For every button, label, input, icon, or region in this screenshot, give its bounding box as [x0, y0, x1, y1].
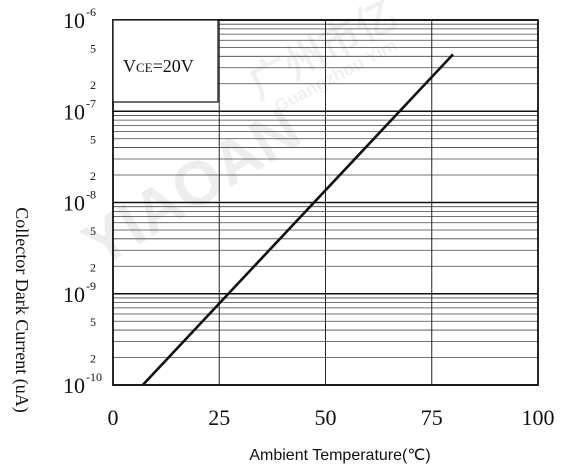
y-tick-exponent: -6 — [86, 5, 96, 19]
y-tick-exponent: -9 — [86, 279, 96, 293]
y-tick-label: 10 — [63, 8, 85, 33]
y-minor-label: 5 — [90, 315, 96, 329]
y-minor-label: 2 — [90, 169, 96, 183]
y-minor-label: 5 — [90, 133, 96, 147]
y-tick-label: 10 — [63, 191, 85, 216]
y-tick-label: 10 — [63, 99, 85, 124]
x-tick-label: 100 — [522, 405, 555, 430]
series-line — [141, 53, 454, 386]
y-minor-label: 2 — [90, 352, 96, 366]
y-tick-label: 10 — [63, 373, 85, 398]
x-tick-label: 75 — [421, 405, 443, 430]
annotation-box: VCE=20V — [112, 19, 219, 103]
y-minor-label: 5 — [90, 224, 96, 238]
y-tick-label: 10 — [63, 282, 85, 307]
x-tick-label: 0 — [108, 405, 119, 430]
x-axis-label: Ambient Temperature(℃) — [249, 447, 430, 464]
y-tick-exponent: -8 — [86, 188, 96, 202]
y-minor-label: 2 — [90, 260, 96, 274]
grid — [112, 19, 539, 386]
y-tick-exponent: -7 — [86, 96, 96, 110]
y-axis-label: Collector Dark Current (uA) — [11, 207, 32, 412]
annotation-vce: VCE=20V — [123, 56, 194, 76]
y-tick-exponent: -10 — [86, 370, 102, 384]
y-minor-label: 5 — [90, 41, 96, 55]
plot-frame — [112, 19, 539, 386]
watermark-text: YIAOAN — [71, 94, 312, 280]
x-tick-label: 25 — [208, 405, 230, 430]
x-tick-label: 50 — [315, 405, 337, 430]
series — [141, 53, 454, 386]
y-minor-label: 2 — [90, 78, 96, 92]
